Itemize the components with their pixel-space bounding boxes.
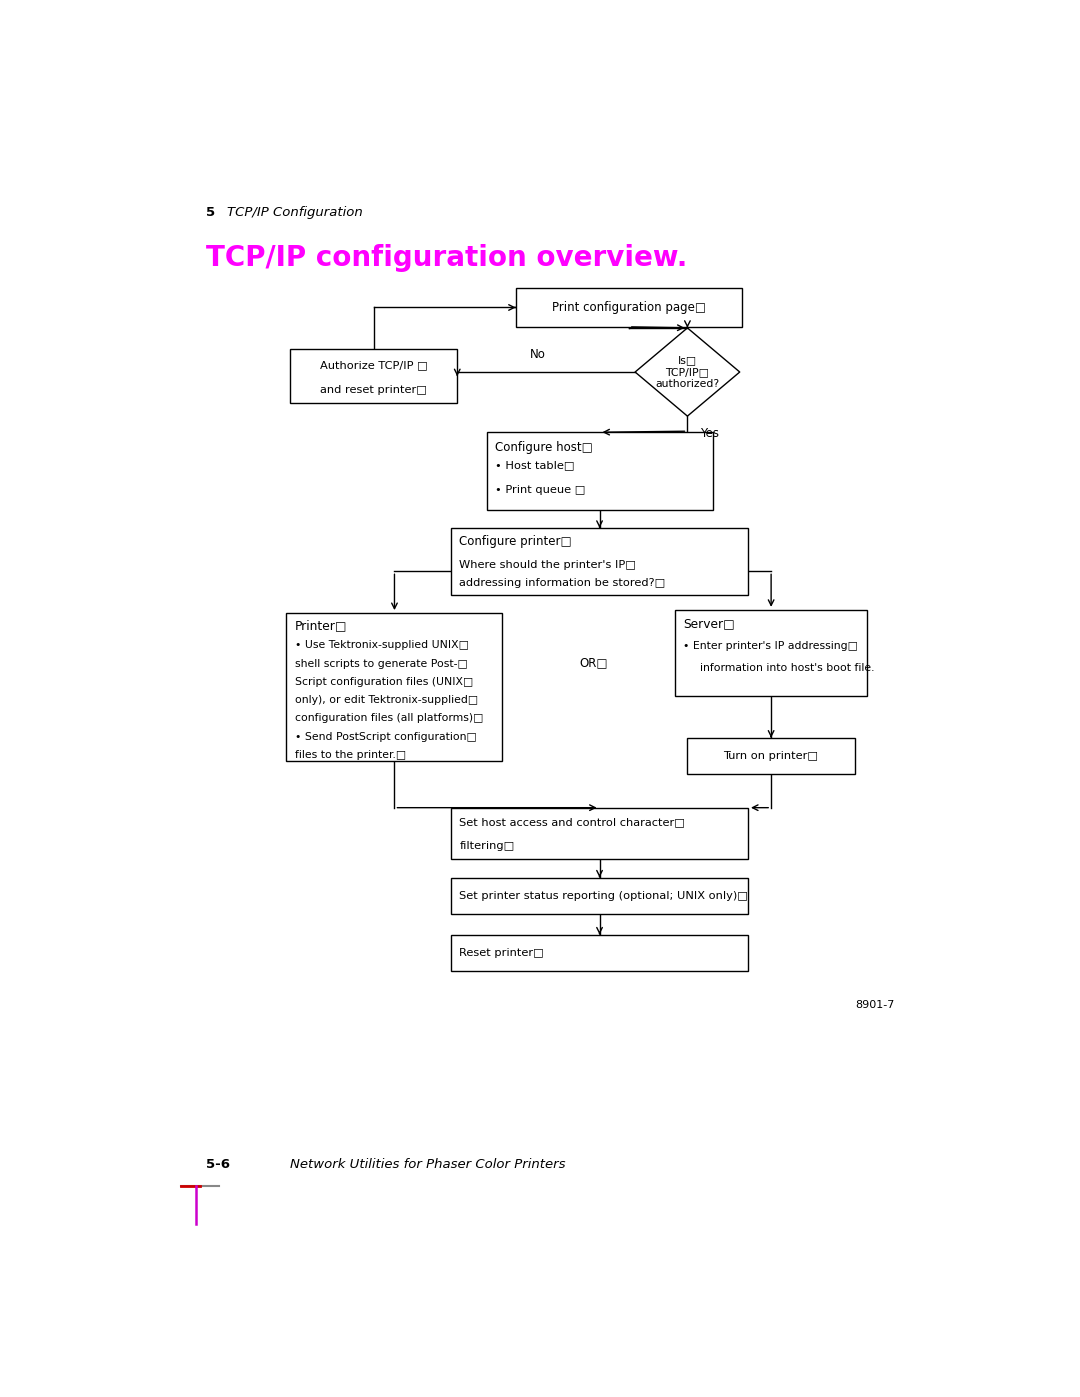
FancyBboxPatch shape: [451, 877, 748, 914]
Text: • Host table□: • Host table□: [495, 461, 575, 471]
Text: • Send PostScript configuration□: • Send PostScript configuration□: [295, 732, 476, 742]
Text: information into host's boot file.: information into host's boot file.: [693, 662, 875, 673]
Text: TCP/IP configuration overview.: TCP/IP configuration overview.: [206, 244, 688, 272]
Text: • Print queue □: • Print queue □: [495, 485, 585, 496]
Text: Server□: Server□: [684, 617, 735, 630]
Text: Reset printer□: Reset printer□: [459, 949, 544, 958]
Text: Set host access and control character□: Set host access and control character□: [459, 817, 686, 828]
Text: Network Utilities for Phaser Color Printers: Network Utilities for Phaser Color Print…: [289, 1158, 565, 1171]
FancyBboxPatch shape: [688, 738, 855, 774]
FancyBboxPatch shape: [451, 935, 748, 971]
FancyBboxPatch shape: [289, 349, 457, 404]
Text: files to the printer.□: files to the printer.□: [295, 750, 406, 760]
Text: 8901-7: 8901-7: [855, 999, 894, 1010]
Text: • Use Tektronix-supplied UNIX□: • Use Tektronix-supplied UNIX□: [295, 640, 469, 650]
FancyBboxPatch shape: [286, 613, 502, 761]
Text: Print configuration page□: Print configuration page□: [552, 300, 706, 314]
Text: Yes: Yes: [700, 427, 719, 440]
Text: 5: 5: [206, 207, 215, 219]
Text: Turn on printer□: Turn on printer□: [724, 752, 819, 761]
Text: configuration files (all platforms)□: configuration files (all platforms)□: [295, 714, 483, 724]
Text: Authorize TCP/IP □: Authorize TCP/IP □: [320, 360, 428, 370]
FancyBboxPatch shape: [451, 807, 748, 859]
Text: Configure printer□: Configure printer□: [459, 535, 572, 549]
Text: TCP/IP Configuration: TCP/IP Configuration: [227, 207, 363, 219]
Text: addressing information be stored?□: addressing information be stored?□: [459, 578, 665, 588]
Text: and reset printer□: and reset printer□: [320, 386, 427, 395]
Text: filtering□: filtering□: [459, 841, 515, 851]
Text: Set printer status reporting (optional; UNIX only)□: Set printer status reporting (optional; …: [459, 891, 748, 901]
Text: • Enter printer's IP addressing□: • Enter printer's IP addressing□: [684, 641, 859, 651]
Text: No: No: [530, 348, 545, 362]
FancyBboxPatch shape: [675, 609, 867, 696]
Text: shell scripts to generate Post-□: shell scripts to generate Post-□: [295, 658, 468, 669]
FancyBboxPatch shape: [486, 432, 713, 510]
Text: Script configuration files (UNIX□: Script configuration files (UNIX□: [295, 676, 473, 687]
FancyBboxPatch shape: [451, 528, 748, 595]
FancyBboxPatch shape: [516, 288, 742, 327]
Text: Where should the printer's IP□: Where should the printer's IP□: [459, 560, 636, 570]
Text: Configure host□: Configure host□: [495, 441, 593, 454]
Text: Printer□: Printer□: [295, 619, 348, 633]
Text: Is□
TCP/IP□
authorized?: Is□ TCP/IP□ authorized?: [656, 355, 719, 388]
Text: only), or edit Tektronix-supplied□: only), or edit Tektronix-supplied□: [295, 696, 478, 705]
Text: OR□: OR□: [580, 657, 608, 669]
Text: 5-6: 5-6: [206, 1158, 230, 1171]
